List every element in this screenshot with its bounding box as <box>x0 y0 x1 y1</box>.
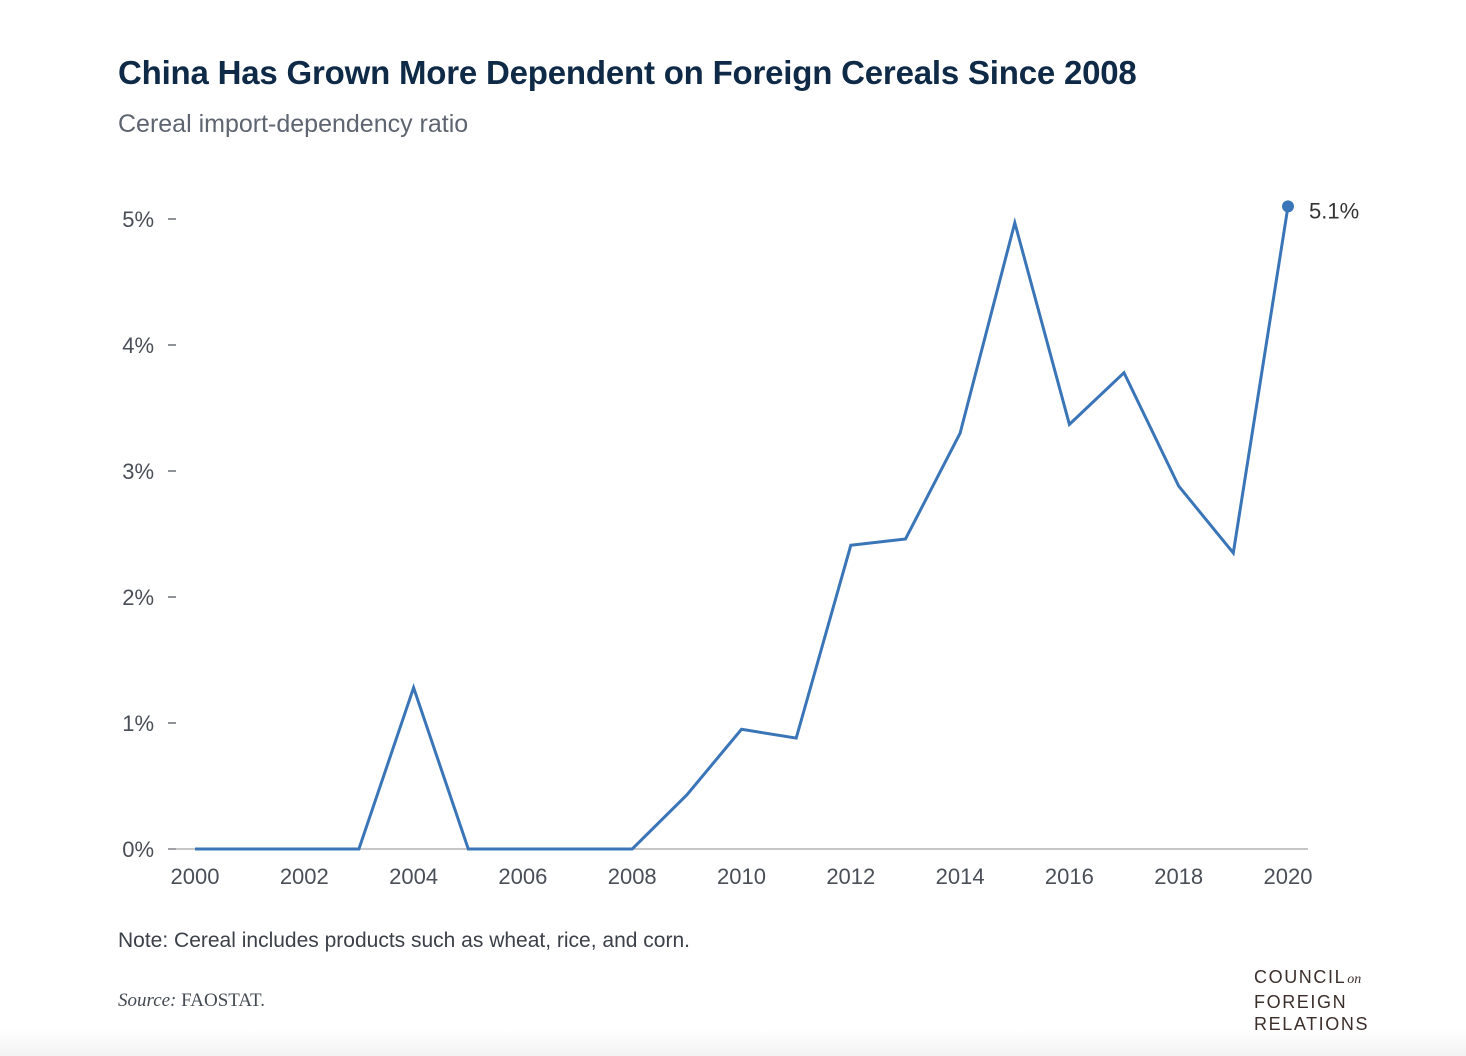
series-line <box>195 206 1290 851</box>
x-tick-label: 2002 <box>280 864 329 889</box>
x-tick-label: 2010 <box>717 864 766 889</box>
cfr-logo[interactable]: COUNCILon FOREIGN RELATIONS <box>1254 966 1394 1035</box>
x-tick-label: 2004 <box>389 864 438 889</box>
x-tick-label: 2014 <box>936 864 985 889</box>
x-tick-label: 2012 <box>826 864 875 889</box>
line-chart: 0% 1% 2% 3% 4% 5% 2000 2002 2004 2006 2008 2010 201… <box>122 198 1359 889</box>
y-tick-label: 0% <box>122 837 154 862</box>
y-tick-label: 5% <box>122 207 154 232</box>
chart-subtitle: Cereal import-dependency ratio <box>118 110 469 138</box>
chart-source: Source: FAOSTAT. <box>118 990 265 1012</box>
source-value: FAOSTAT. <box>181 990 265 1011</box>
y-tick-label: 2% <box>122 585 154 610</box>
logo-council: COUNCIL <box>1254 967 1347 987</box>
end-point-marker <box>1282 200 1294 213</box>
logo-line-2: FOREIGN <box>1254 992 1348 1012</box>
x-tick-label: 2008 <box>608 864 657 889</box>
bottom-fade <box>0 1030 1466 1056</box>
source-label: Source: <box>118 990 177 1011</box>
x-tick-label: 2000 <box>171 864 220 889</box>
chart-note: Note: Cereal includes products such as w… <box>118 929 690 952</box>
logo-line-1: COUNCILon <box>1254 966 1394 991</box>
end-value-label: 5.1% <box>1309 198 1359 223</box>
x-tick-label: 2018 <box>1154 864 1203 889</box>
x-tick-label: 2016 <box>1045 864 1094 889</box>
series-layer: 5.1% <box>195 198 1359 851</box>
x-axis: 2000 2002 2004 2006 2008 2010 2012 2014 2016 2018… <box>168 848 1313 889</box>
y-tick-label: 1% <box>122 711 154 736</box>
chart-title: China Has Grown More Dependent on Foreig… <box>118 54 1137 91</box>
x-tick-label: 2006 <box>498 864 547 889</box>
y-axis: 0% 1% 2% 3% 4% 5% <box>122 207 176 862</box>
y-tick-label: 4% <box>122 333 154 358</box>
logo-line-3: RELATIONS <box>1254 1014 1370 1034</box>
x-tick-label: 2020 <box>1264 864 1313 889</box>
logo-on: on <box>1347 972 1362 987</box>
y-tick-label: 3% <box>122 459 154 484</box>
